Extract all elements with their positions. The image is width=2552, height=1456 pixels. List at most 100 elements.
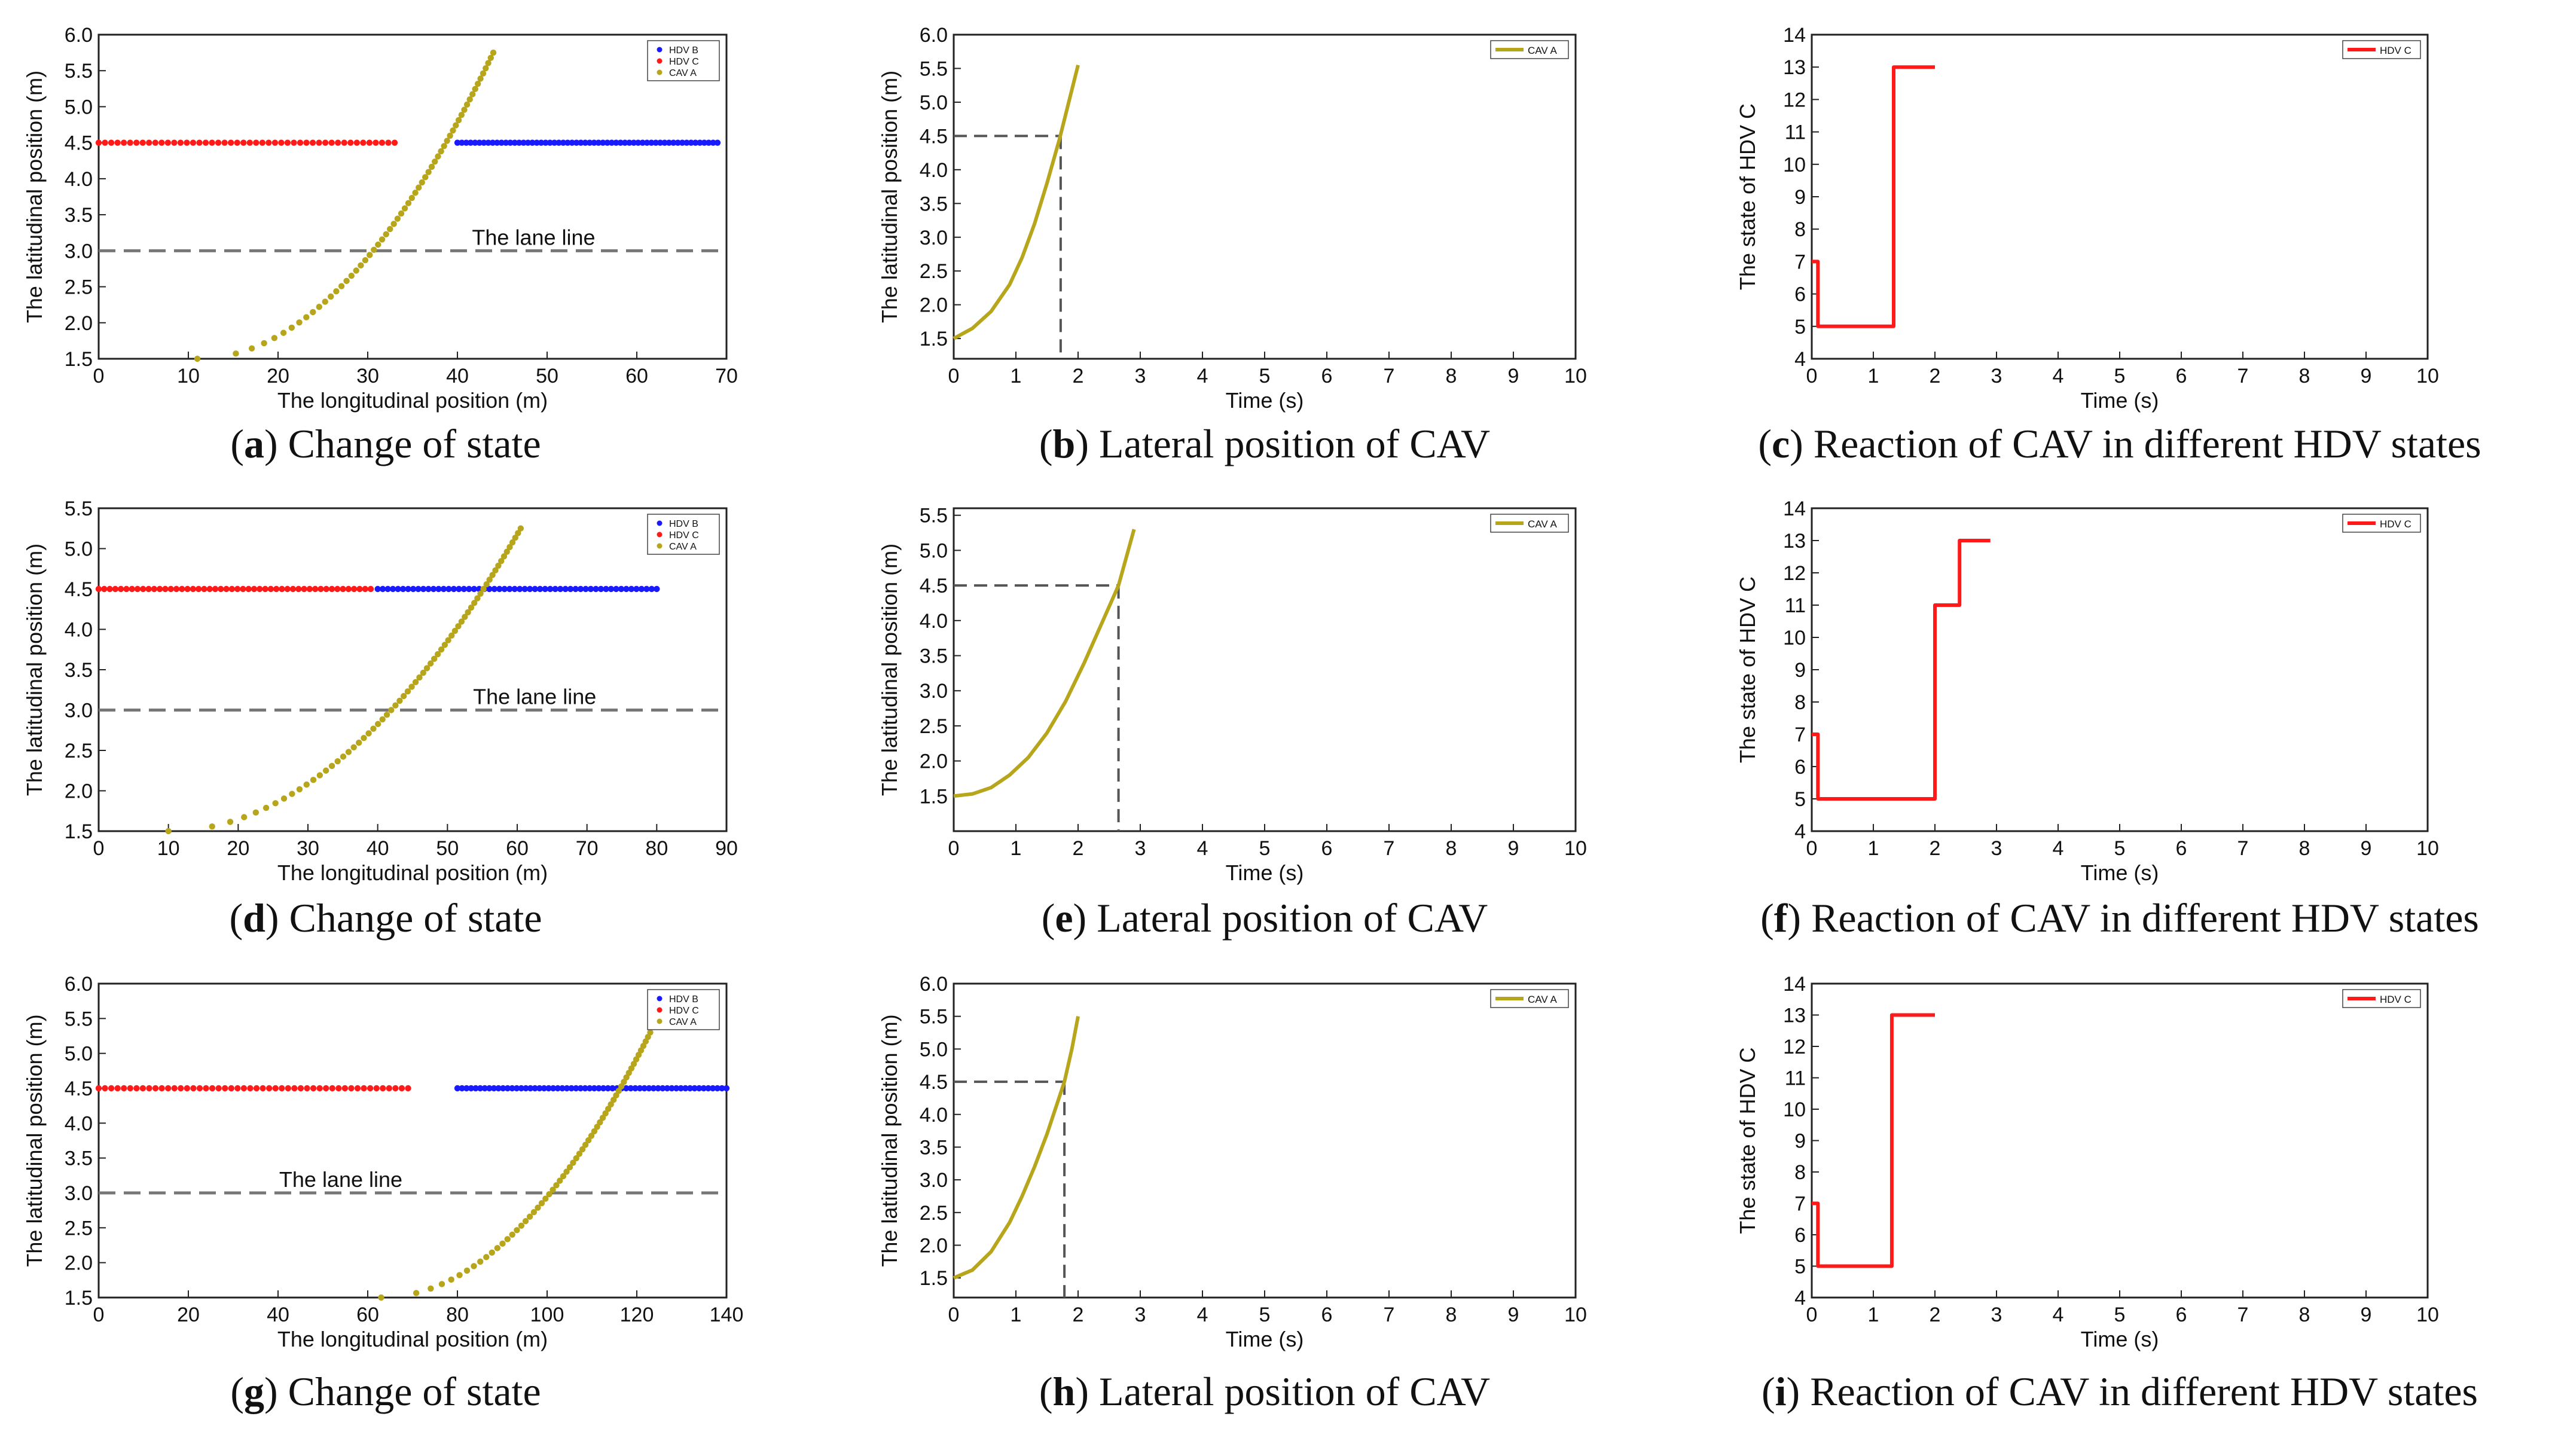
data-point: [692, 139, 699, 146]
data-point: [420, 585, 427, 593]
data-point: [347, 139, 354, 146]
data-point: [468, 1085, 475, 1092]
data-point: [425, 169, 432, 175]
y-tick-label: 5.0: [65, 96, 93, 118]
data-point: [95, 139, 102, 146]
data-point: [490, 1085, 497, 1092]
y-tick-label: 7: [1794, 1193, 1806, 1216]
panel-caption: (b) Lateral position of CAV: [1039, 421, 1490, 466]
data-point: [579, 1146, 586, 1153]
y-tick-label: 2.5: [65, 740, 93, 762]
data-point: [440, 585, 447, 593]
data-point: [306, 585, 313, 593]
caption-paren-close: ): [1787, 895, 1801, 941]
data-point: [262, 585, 268, 593]
caption-paren-open: (: [1758, 421, 1772, 466]
data-point: [657, 139, 664, 146]
caption-text: Lateral position of CAV: [1089, 1369, 1490, 1414]
data-point: [679, 139, 686, 146]
x-tick-label: 0: [1806, 1304, 1818, 1326]
data-point: [463, 101, 471, 108]
legend-label: HDV B: [669, 45, 698, 56]
x-tick-label: 10: [177, 365, 200, 387]
y-tick-label: 9: [1794, 186, 1806, 209]
caption-paren-close: ): [1073, 895, 1087, 941]
y-tick-label: 4.0: [65, 168, 93, 191]
x-tick-label: 5: [2114, 837, 2126, 860]
y-axis-label: The latitudinal position (m): [22, 1014, 47, 1266]
data-point: [654, 585, 660, 593]
data-point: [480, 70, 487, 77]
data-point: [509, 1085, 515, 1092]
data-point: [514, 1227, 520, 1234]
data-point: [454, 139, 461, 146]
data-point: [626, 139, 633, 146]
x-tick-label: 120: [620, 1304, 654, 1326]
x-tick-label: 40: [446, 365, 469, 387]
data-point: [511, 585, 518, 593]
y-tick-label: 5.0: [920, 91, 948, 114]
data-point: [416, 674, 423, 681]
legend-label: HDV C: [669, 57, 699, 67]
y-tick-label: 13: [1783, 1005, 1806, 1027]
x-axis-label: The longitudinal position (m): [277, 388, 548, 413]
data-point: [591, 1085, 598, 1092]
caption-paren-open: (: [230, 1369, 244, 1414]
data-point: [117, 585, 124, 593]
data-point: [435, 153, 441, 160]
data-point: [253, 1085, 260, 1092]
data-point: [373, 1085, 380, 1092]
x-tick-label: 0: [948, 365, 960, 387]
data-point: [415, 184, 422, 191]
x-tick-label: 6: [2176, 1304, 2187, 1326]
legend: HDV C: [2342, 40, 2421, 59]
series-line-hdv-c: [1812, 65, 1935, 328]
data-point: [375, 241, 381, 248]
data-point: [486, 576, 493, 583]
legend-label: HDV C: [2380, 45, 2411, 56]
data-point: [156, 585, 163, 593]
data-point: [677, 1085, 684, 1092]
series-cav-a: [165, 525, 524, 835]
data-point: [648, 585, 655, 593]
data-point: [623, 1085, 630, 1092]
data-point: [106, 585, 113, 593]
x-tick-label: 4: [1197, 837, 1208, 860]
x-tick-label: 20: [227, 837, 249, 860]
data-point: [450, 127, 456, 134]
caption-text: Lateral position of CAV: [1086, 895, 1488, 941]
data-point: [123, 585, 130, 593]
data-point: [405, 200, 412, 206]
data-point: [366, 139, 373, 146]
data-point: [504, 1236, 511, 1243]
data-point: [201, 585, 207, 593]
data-point: [567, 585, 574, 593]
data-point: [328, 585, 335, 593]
legend-label: HDV B: [669, 994, 698, 1005]
data-point: [285, 1085, 292, 1092]
series-line-hdv-c: [1812, 1013, 1935, 1268]
data-point: [489, 139, 496, 146]
data-point: [296, 319, 303, 326]
data-point: [301, 585, 307, 593]
x-tick-label: 8: [2299, 837, 2310, 860]
data-point: [483, 65, 489, 72]
data-point: [451, 627, 459, 634]
data-point: [674, 139, 681, 146]
data-point: [379, 716, 386, 723]
data-point: [463, 1085, 470, 1092]
data-point: [348, 272, 355, 279]
data-point: [494, 139, 500, 146]
data-point: [635, 139, 642, 146]
caption-text: Change of state: [278, 1369, 541, 1414]
data-point: [394, 215, 401, 222]
data-point: [572, 585, 579, 593]
x-tick-label: 40: [367, 837, 389, 860]
x-tick-label: 3: [1135, 1304, 1146, 1326]
x-tick-label: 30: [356, 365, 379, 387]
caption-letter: g: [244, 1369, 264, 1414]
legend-label: HDV C: [669, 1006, 699, 1016]
data-point: [171, 139, 178, 146]
